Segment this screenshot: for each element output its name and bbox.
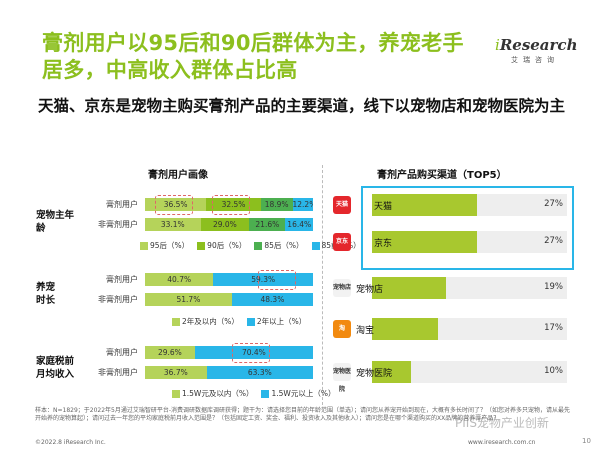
channel-bar — [372, 277, 446, 299]
channel-icon: 宠物医院 — [333, 363, 351, 393]
stacked-bar: 36.5%32.5%18.9%12.2% — [145, 198, 313, 211]
stacked-bar: 33.1% 29.0% 21.6% 16.4% — [145, 218, 313, 231]
bar-segment: 36.7% — [145, 366, 207, 379]
legend-item: 90后（%） — [197, 240, 246, 251]
channel-value-label: 27% — [544, 199, 563, 209]
channel-label: 宠物医院 — [356, 369, 393, 379]
age-group-label: 宠物主年龄 — [36, 210, 75, 234]
left-panel-title: 膏剂用户画像 — [148, 170, 208, 181]
channel-value-label: 10% — [544, 366, 563, 376]
legend-label: 95后（%） — [150, 241, 190, 250]
channel-label: 天猫 — [374, 202, 393, 212]
bar-segment: 36.5% — [145, 198, 207, 211]
legend-swatch — [172, 317, 180, 326]
legend-label: 1.5W元以上（%） — [271, 389, 336, 398]
channel-value-label: 19% — [544, 282, 563, 292]
top-channels-highlight — [361, 186, 574, 270]
channel-bar — [372, 231, 477, 253]
legend-swatch — [261, 389, 270, 398]
income-group-label: 家庭税前月均收入 — [36, 356, 75, 380]
legend-label: 90后（%） — [207, 241, 247, 250]
row-label: 膏剂用户 — [106, 200, 138, 209]
row-label: 膏剂用户 — [106, 275, 138, 284]
right-panel-title: 膏剂产品购买渠道（TOP5） — [377, 170, 507, 181]
legend-label: 85后（%） — [264, 241, 304, 250]
bar-segment: 12.2% — [292, 198, 313, 211]
footnote: 样本：N=1829；于2022年5月通过艾瑞智研平台-消费调研数据库调研获得；题… — [35, 407, 571, 422]
channel-bar — [372, 361, 411, 383]
legend-item: 1.5W元及以内（%） — [172, 388, 253, 399]
bar-segment: 16.4% — [285, 218, 313, 231]
channel-value-label: 17% — [544, 323, 563, 333]
iresearch-logo: iResearch 艾瑞咨询 — [495, 36, 578, 65]
channel-icon: 淘 — [333, 320, 351, 338]
bar-segment: 70.4% — [194, 346, 313, 359]
legend-swatch — [311, 241, 320, 250]
legend-item: 2年及以内（%） — [172, 316, 239, 327]
channel-label: 京东 — [374, 239, 393, 249]
legend-label: 1.5W元及以内（%） — [182, 389, 254, 398]
channel-label: 淘宝 — [356, 326, 375, 336]
highlight-marker — [155, 195, 193, 215]
row-label: 非膏剂用户 — [98, 220, 138, 229]
legend-item: 85后（%） — [254, 240, 304, 251]
channel-label: 宠物店 — [356, 285, 384, 295]
bar-segment: 18.9% — [260, 198, 293, 211]
legend-item: 2年以上（%） — [246, 316, 307, 327]
channel-icon: 天猫 — [333, 196, 351, 214]
logo-wordmark: iResearch — [495, 36, 578, 54]
legend-swatch — [246, 317, 255, 326]
page-number: 10 — [582, 437, 591, 445]
row-label: 非膏剂用户 — [98, 295, 138, 304]
row-label: 膏剂用户 — [106, 348, 138, 357]
bar-segment: 32.5% — [206, 198, 261, 211]
tenure-group-label: 养宠时长 — [36, 282, 56, 306]
legend-label: 2年及以内（%） — [182, 317, 239, 326]
legend-label: 2年以上（%） — [256, 317, 307, 326]
panel-divider — [322, 165, 323, 405]
legend-swatch — [172, 389, 180, 398]
highlight-marker — [212, 195, 250, 215]
watermark: PIIS宠物产业创新 — [455, 416, 549, 430]
highlight-marker — [232, 343, 270, 363]
stacked-bar: 29.6% 70.4% — [145, 346, 313, 359]
channel-value-label: 27% — [544, 236, 563, 246]
row-label: 非膏剂用户 — [98, 368, 138, 377]
logo-subtext: 艾瑞咨询 — [511, 56, 559, 64]
channel-icon: 宠物店 — [333, 279, 351, 297]
stacked-bar: 36.7% 63.3% — [145, 366, 313, 379]
bar-segment: 59.3% — [213, 273, 313, 286]
legend-swatch — [197, 241, 206, 250]
bar-segment: 33.1% — [145, 218, 201, 231]
legend-item: 1.5W元以上（%） — [261, 388, 335, 399]
stacked-bar: 51.7% 48.3% — [145, 293, 313, 306]
legend: 95后（%）90后（%）85后（%）85前（%） — [140, 240, 361, 251]
bar-segment: 63.3% — [206, 366, 313, 379]
legend-item: 95后（%） — [140, 240, 189, 251]
legend-swatch — [254, 241, 263, 250]
legend: 2年及以内（%） 2年以上（%） — [172, 316, 306, 327]
bar-segment: 29.6% — [145, 346, 195, 359]
bar-segment: 51.7% — [145, 293, 232, 306]
website: www.iresearch.com.cn — [468, 439, 536, 446]
stacked-bar: 40.7% 59.3% — [145, 273, 313, 286]
channel-bar — [372, 194, 477, 216]
legend: 1.5W元及以内（%） 1.5W元以上（%） — [172, 388, 335, 399]
bar-segment: 48.3% — [231, 293, 313, 306]
bar-segment: 40.7% — [145, 273, 214, 286]
channel-icon: 京东 — [333, 233, 351, 251]
channel-bar — [372, 318, 439, 340]
bar-segment: 21.6% — [249, 218, 286, 231]
copyright: ©2022.8 iResearch Inc. — [35, 439, 106, 446]
legend-swatch — [140, 241, 148, 250]
page-subtitle: 天猫、京东是宠物主购买膏剂产品的主要渠道，线下以宠物店和宠物医院为主 — [38, 97, 566, 115]
channel-bar-track — [372, 361, 567, 383]
highlight-marker — [258, 270, 296, 290]
page-title: 膏剂用户以95后和90后群体为主，养宠老手居多，中高收入群体占比高 — [42, 31, 464, 82]
bar-segment: 29.0% — [200, 218, 250, 231]
